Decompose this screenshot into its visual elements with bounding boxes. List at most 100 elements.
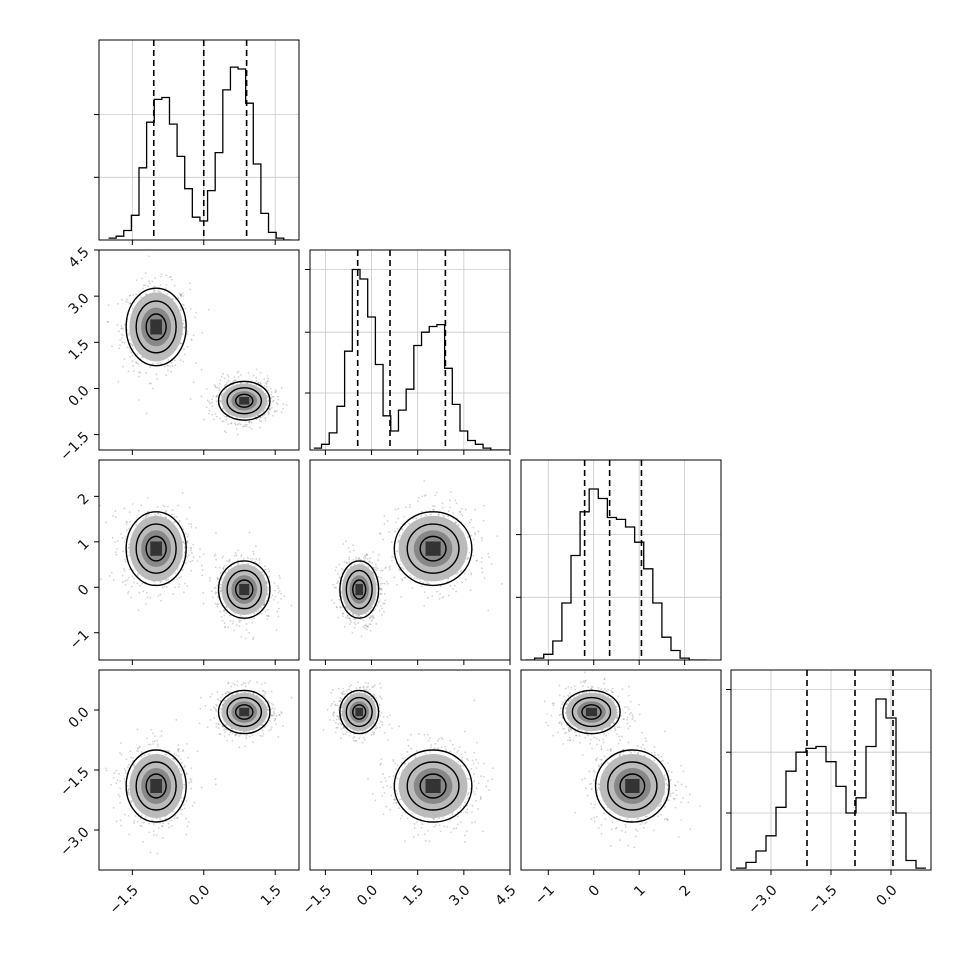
scatter-point-2-0-0-682 <box>178 576 181 579</box>
scatter-point-1-0-1-400 <box>230 422 233 425</box>
scatter-point-2-0-0-472 <box>146 496 149 499</box>
scatter-point-3-0-0-545 <box>168 826 170 829</box>
scatter-point-3-0-0-406 <box>180 797 183 799</box>
scatter-point-3-0-0-460 <box>127 787 130 790</box>
scatter-point-2-1-0-149 <box>401 578 403 581</box>
scatter-point-2-1-0-265 <box>411 587 414 590</box>
scatter-point-3-0-0-203 <box>119 787 122 790</box>
scatter-point-2-0-0-164 <box>178 519 181 522</box>
scatter-point-1-0-0-484 <box>177 297 180 300</box>
scatter-point-3-0-0-178 <box>187 821 190 823</box>
scatter-point-2-0-0-573 <box>108 574 111 577</box>
scatter-point-2-1-0-364 <box>443 515 446 518</box>
scatter-point-2-1-1-568 <box>384 567 387 570</box>
scatter-point-2-0-1-205 <box>264 568 267 571</box>
scatter-point-2-1-1-348 <box>339 606 342 609</box>
scatter-point-2-1-0-490 <box>524 566 526 568</box>
scatter-point-3-0-0-394 <box>129 750 132 753</box>
scatter-point-2-0-1-653 <box>228 558 231 561</box>
scatter-point-3-0-0-18 <box>148 822 151 825</box>
contour-2-1-1-1 <box>345 569 373 610</box>
scatter-point-2-1-0-406 <box>449 506 452 509</box>
scatter-point-2-0-1-692 <box>216 605 219 608</box>
scatter-point-3-0-0-465 <box>155 834 158 837</box>
scatter-point-1-0-1-460 <box>270 397 273 399</box>
scatter-point-2-1-0-672 <box>386 519 389 522</box>
scatter-point-2-1-1-336 <box>343 560 346 563</box>
hist-steps-0 <box>108 66 292 240</box>
scatter-point-2-0-0-361 <box>123 507 126 510</box>
scatter-point-2-1-0-530 <box>383 515 386 517</box>
scatter-point-2-0-0-625 <box>186 541 189 544</box>
scatter-point-2-0-1-631 <box>261 571 264 574</box>
scatter-point-3-0-0-602 <box>105 769 108 772</box>
scatter-point-3-0-0-194 <box>120 742 122 745</box>
scatter-point-2-0-0-421 <box>126 579 129 582</box>
scatter-point-1-0-0-243 <box>145 372 147 374</box>
scatter-point-1-0-0-186 <box>184 353 186 356</box>
scatter-point-2-0-0-19 <box>105 521 107 524</box>
scatter-point-1-0-1-549 <box>248 426 251 429</box>
scatter-point-1-0-1-672 <box>265 383 268 385</box>
scatter-point-1-0-0-185 <box>192 334 195 337</box>
scatter-point-2-0-0-392 <box>128 546 130 549</box>
scatter-point-2-1-1-677 <box>380 569 383 572</box>
scatter-point-2-1-0-441 <box>487 609 490 612</box>
scatter-point-3-0-0-431 <box>200 786 203 789</box>
scatter-point-1-0-0-451 <box>195 311 198 314</box>
scatter-point-2-0-1-47 <box>283 595 286 598</box>
scatter-point-2-1-1-97 <box>380 588 383 590</box>
scatter-point-3-0-0-528 <box>214 778 217 781</box>
scatter-point-1-0-0-263 <box>129 294 132 297</box>
scatter-point-2-1-0-319 <box>402 567 405 570</box>
scatter-point-2-0-1-137 <box>238 625 241 628</box>
scatter-point-2-0-1-372 <box>242 557 245 560</box>
scatter-point-2-0-1-401 <box>236 562 239 565</box>
scatter-point-2-1-0-471 <box>447 510 450 512</box>
scatter-point-2-0-1-436 <box>232 620 235 622</box>
scatter-point-2-0-1-391 <box>228 614 231 617</box>
scatter-point-1-0-1-656 <box>211 401 214 404</box>
scatter-points-2-1 <box>330 480 526 638</box>
scatter-point-2-1-1-166 <box>382 611 385 613</box>
scatter-point-1-0-0-561 <box>165 374 168 377</box>
scatter-point-1-0-1-575 <box>205 406 208 409</box>
scatter-point-1-0-0-413 <box>178 292 181 295</box>
scatter-point-1-0-0-177 <box>170 370 173 373</box>
hist-steps-2 <box>525 488 708 660</box>
scatter-point-2-1-1-106 <box>354 623 357 626</box>
scatter-point-1-0-0-591 <box>120 325 123 327</box>
scatter-point-2-0-0-16 <box>167 578 170 581</box>
scatter-point-1-0-0-20 <box>174 364 177 367</box>
scatter-point-2-0-0-215 <box>153 580 155 583</box>
scatter-point-2-1-0-84 <box>423 494 426 497</box>
scatter-point-2-1-0-468 <box>415 517 417 520</box>
scatter-panel-3-0 <box>94 669 300 875</box>
scatter-point-1-0-1-82 <box>258 419 261 422</box>
scatter-point-1-0-1-139 <box>212 395 215 398</box>
scatter-point-2-0-0-25 <box>128 511 131 514</box>
scatter-point-2-1-1-445 <box>383 593 386 595</box>
scatter-point-2-0-1-249 <box>214 591 217 594</box>
scatter-point-2-1-0-174 <box>436 590 439 593</box>
scatter-point-2-0-0-588 <box>147 510 150 513</box>
scatter-point-3-0-0-448 <box>130 800 132 802</box>
scatter-point-1-0-0-309 <box>163 365 166 368</box>
scatter-point-2-1-0-458 <box>418 578 420 581</box>
scatter-point-3-0-0-614 <box>175 719 178 721</box>
scatter-point-3-0-0-193 <box>159 817 161 820</box>
panel-frame-2-1 <box>309 459 511 661</box>
scatter-point-2-1-0-618 <box>391 555 394 558</box>
scatter-point-2-1-1-489 <box>365 613 368 616</box>
scatter-point-1-0-0-525 <box>169 365 172 368</box>
contour-2-1-1-2 <box>339 560 380 619</box>
scatter-point-2-1-0-377 <box>426 596 429 599</box>
scatter-point-1-0-0-296 <box>144 284 147 287</box>
scatter-point-2-0-1-445 <box>273 582 276 584</box>
scatter-point-2-0-0-227 <box>142 517 145 520</box>
scatter-point-3-0-0-664 <box>190 781 193 783</box>
scatter-point-1-0-1-302 <box>236 433 239 436</box>
scatter-point-1-0-0-423 <box>159 361 161 364</box>
scatter-point-2-1-1-34 <box>376 567 379 570</box>
scatter-point-2-1-0-578 <box>423 605 426 607</box>
